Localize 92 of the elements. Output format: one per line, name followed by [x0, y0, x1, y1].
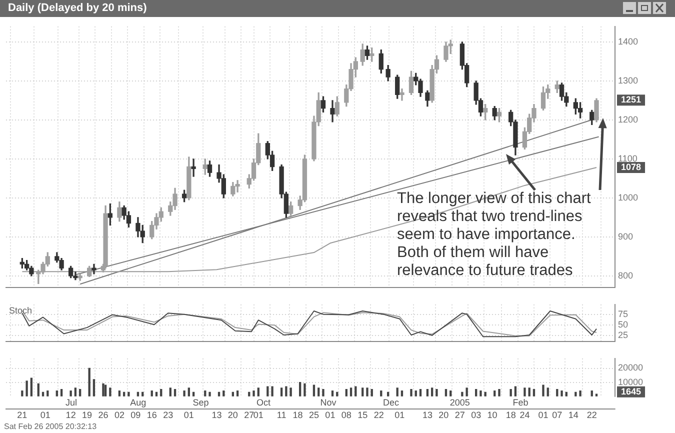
- chart-title: Stoch: [9, 305, 32, 316]
- x-tick-label: 13: [212, 410, 222, 420]
- x2-tick-label: Oct: [256, 397, 271, 408]
- bar: [285, 386, 288, 396]
- bar: [252, 390, 255, 396]
- x2-tick-label: Aug: [130, 397, 146, 408]
- x-tick-label: 14: [568, 410, 578, 420]
- y-tick-label: 25: [618, 330, 628, 340]
- bar: [498, 389, 500, 396]
- x-tick-label: 25: [308, 410, 319, 420]
- x-tick-label: 02: [114, 410, 124, 420]
- bar: [208, 392, 211, 396]
- bar: [266, 386, 269, 396]
- x-tick-label: 15: [358, 410, 368, 420]
- bar: [109, 388, 112, 396]
- x-tick-label: 18: [506, 410, 516, 420]
- y-tick-label: 800: [618, 270, 634, 280]
- y-tick-label: 900: [618, 231, 634, 242]
- annotation: The longer view of this chart reveals that two trend-lines seem to have importance. Both of them will have relevance to future trades: [397, 190, 592, 280]
- bar: [88, 368, 90, 396]
- y-tick-label: 1100: [618, 153, 638, 164]
- bar: [102, 383, 104, 396]
- x-tick-label: 21: [17, 410, 28, 420]
- bar: [436, 389, 438, 396]
- x-tick-label: 03: [471, 410, 482, 420]
- x-tick-label: 27: [454, 410, 465, 420]
- y-tick-label: 1400: [618, 36, 638, 46]
- x-tick-label: 01: [394, 410, 405, 420]
- bar: [410, 389, 412, 396]
- y-tick-label: 1200: [618, 114, 638, 124]
- bar: [70, 390, 72, 396]
- x-tick-label: 20: [438, 410, 449, 420]
- x-tick-label: 07: [552, 410, 562, 420]
- x-tick-label: 26: [98, 410, 108, 420]
- bar: [514, 386, 517, 396]
- bar: [461, 392, 464, 396]
- bar: [26, 380, 28, 396]
- x2-tick-label: Jul: [65, 397, 77, 408]
- x2-tick-label: Sep: [192, 397, 209, 408]
- x-tick-label: 16: [146, 410, 157, 420]
- x-tick-label: 23: [163, 410, 174, 420]
- bar: [304, 383, 306, 396]
- x-tick-label: 22: [374, 410, 384, 420]
- y-tick-label: 1000: [618, 192, 638, 202]
- x-tick-label: 19: [82, 410, 92, 420]
- bar: [92, 379, 96, 396]
- x-tick-label: 13: [422, 410, 432, 420]
- bar: [510, 389, 512, 396]
- y-tick-label: 75: [618, 309, 628, 320]
- x-tick-label: 24: [520, 410, 530, 420]
- y-tick-label: 50: [618, 320, 628, 330]
- bar: [299, 382, 302, 396]
- bar: [21, 390, 24, 396]
- x-tick-label: 09: [130, 410, 141, 420]
- x-tick-label: 08: [341, 410, 352, 420]
- x2-tick-label: Dec: [382, 397, 400, 408]
- bar: [524, 388, 526, 396]
- x-tick-label: 12: [66, 410, 76, 420]
- x-tick-label: 01: [184, 410, 194, 420]
- text: Sat Feb 26 2005 20:32:13: [4, 422, 97, 431]
- bar: [354, 386, 357, 396]
- x-tick-label: 20: [228, 410, 238, 420]
- x-tick-label: 22: [586, 410, 597, 420]
- bar: [560, 390, 563, 396]
- y-tick-label: 1300: [618, 75, 638, 86]
- bar: [466, 388, 468, 396]
- x2-tick-label: Feb: [512, 397, 528, 408]
- annotation: 1645: [621, 386, 642, 396]
- chart-title: Daily (Delayed by 20 mins): [8, 2, 147, 14]
- annotation: 1078: [621, 162, 642, 172]
- bar: [579, 390, 582, 396]
- annotation: 1251: [621, 94, 642, 105]
- bar: [128, 392, 130, 396]
- bar: [480, 390, 482, 396]
- x2-tick-label: Nov: [320, 397, 337, 408]
- x-tick-label: 01: [253, 410, 264, 420]
- x-tick-label: 18: [292, 410, 303, 420]
- bar: [183, 390, 186, 396]
- x2-tick-label: 2005: [450, 397, 470, 408]
- x-tick-label: 01: [538, 410, 548, 420]
- x-tick-label: 11: [276, 410, 286, 420]
- x-tick-label: 01: [40, 410, 50, 420]
- x-tick-label: 27: [244, 410, 254, 420]
- x-tick-label: 10: [487, 410, 498, 420]
- x-tick-label: 01: [325, 410, 336, 420]
- bar: [271, 386, 274, 396]
- y-tick-label: 20000: [618, 362, 644, 373]
- bar: [322, 389, 324, 396]
- bar: [366, 388, 368, 396]
- bar: [542, 384, 544, 396]
- y-tick-label: 10000: [618, 376, 644, 387]
- bar: [290, 388, 292, 396]
